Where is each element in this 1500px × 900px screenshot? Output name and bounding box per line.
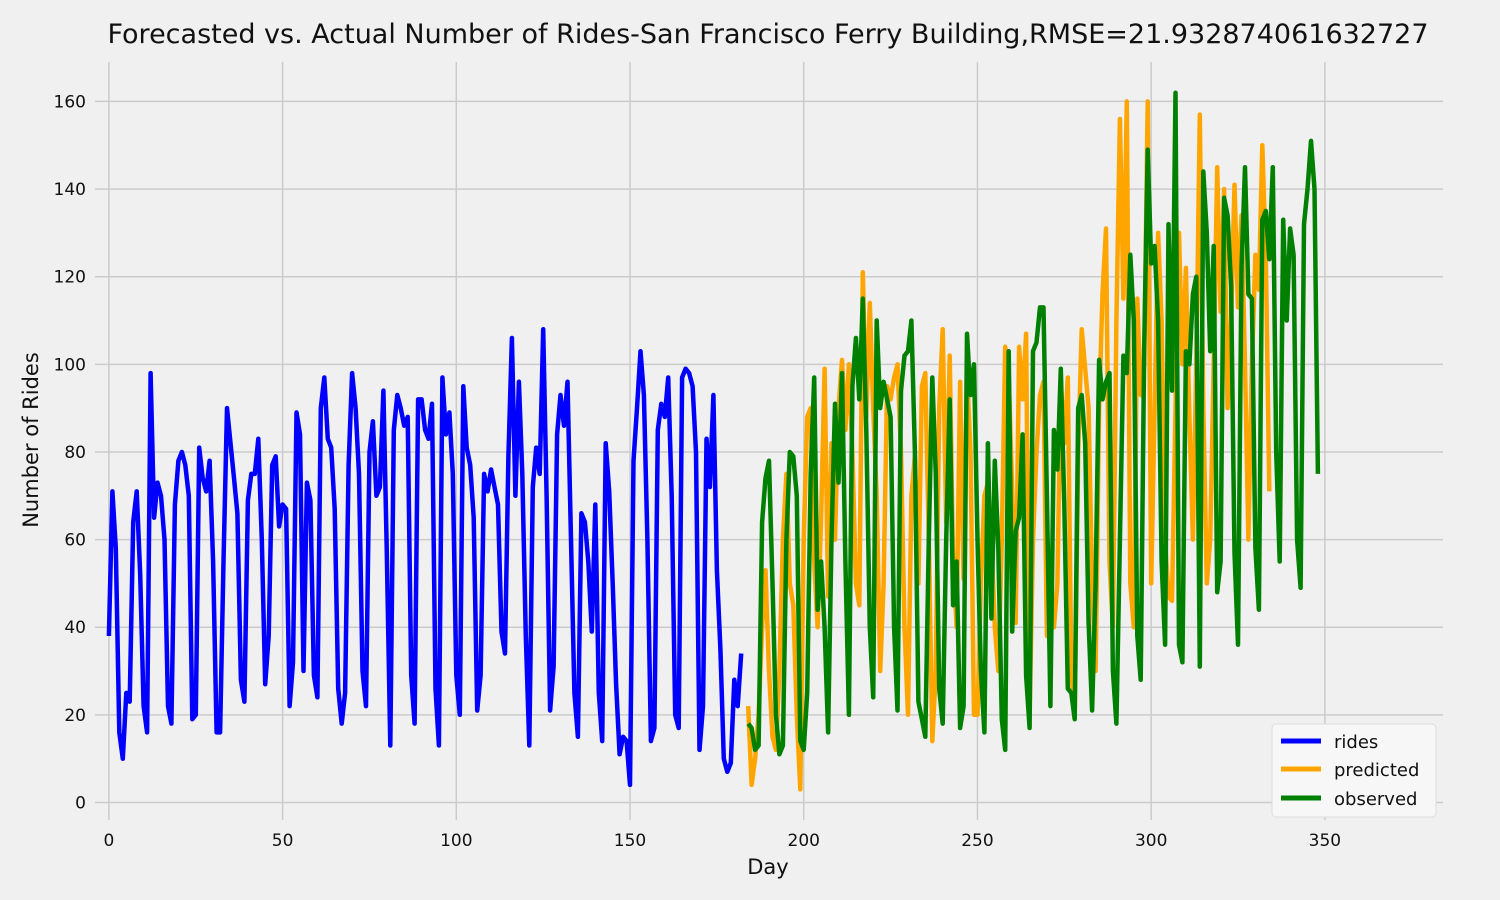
y-tick-label: 120 [54, 268, 86, 288]
y-tick-label: 160 [54, 92, 86, 112]
x-tick-label: 150 [614, 831, 646, 851]
y-tick-label: 140 [54, 180, 86, 200]
legend-label-predicted: predicted [1334, 760, 1419, 781]
x-tick-label: 50 [272, 831, 294, 851]
x-tick-label: 0 [103, 831, 114, 851]
x-tick-label: 200 [788, 831, 820, 851]
y-tick-label: 100 [54, 355, 86, 375]
x-axis-label: Day [747, 855, 788, 879]
legend-box [1271, 723, 1437, 818]
series-line-observed [746, 90, 1321, 757]
x-tick-label: 350 [1309, 831, 1341, 851]
y-tick-label: 0 [75, 793, 86, 813]
y-tick-label: 20 [64, 706, 86, 726]
y-tick-label: 80 [64, 443, 86, 463]
y-tick-label: 40 [64, 618, 86, 638]
tick-labels: 0 50 100 150 200 250 300 350 0 20 40 60 80 100 120 140 1… [54, 92, 1342, 851]
chart-title: Forecasted vs. Actual Number of Rides-Sa… [107, 19, 1428, 50]
series-layer [106, 90, 1321, 792]
series-line-rides [106, 327, 744, 788]
legend-label-rides: rides [1334, 732, 1378, 753]
x-tick-label: 100 [440, 831, 472, 851]
x-tick-label: 250 [961, 831, 993, 851]
legend-label-observed: observed [1334, 789, 1417, 810]
y-tick-label: 60 [64, 531, 86, 551]
x-tick-label: 300 [1135, 831, 1167, 851]
legend: rides predicted observed [1271, 723, 1437, 818]
y-axis-label: Number of Rides [19, 352, 43, 528]
